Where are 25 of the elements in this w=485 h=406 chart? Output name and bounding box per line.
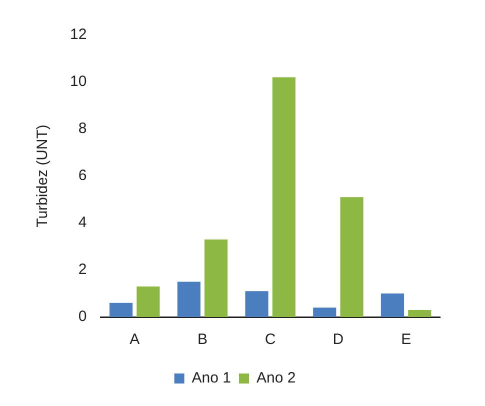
legend-label: Ano 1: [192, 370, 232, 387]
y-axis-title: Turbidez (UNT): [34, 124, 52, 228]
y-tick-label: 12: [70, 26, 87, 44]
x-tick-label: C: [264, 331, 276, 348]
bar: [177, 282, 200, 317]
y-tick-label: 10: [70, 73, 87, 90]
y-tick-label: 4: [78, 214, 87, 232]
x-tick-label: E: [401, 331, 412, 348]
bar: [340, 197, 364, 317]
bar: [408, 310, 432, 317]
y-tick-label: 2: [78, 261, 87, 278]
x-tick-label: B: [197, 331, 208, 348]
bar: [245, 291, 268, 317]
bar: [110, 302, 133, 317]
bar: [272, 77, 296, 317]
x-tick-label: D: [332, 331, 344, 348]
legend-label: Ano 2: [256, 370, 296, 387]
x-tick-label: A: [130, 331, 140, 348]
bar: [136, 286, 160, 317]
bar: [204, 239, 228, 317]
y-tick-label: 6: [78, 167, 87, 184]
y-tick-label: 8: [78, 120, 87, 138]
y-tick-label: 0: [78, 308, 87, 326]
bar: [380, 294, 404, 317]
bar: [313, 308, 336, 317]
